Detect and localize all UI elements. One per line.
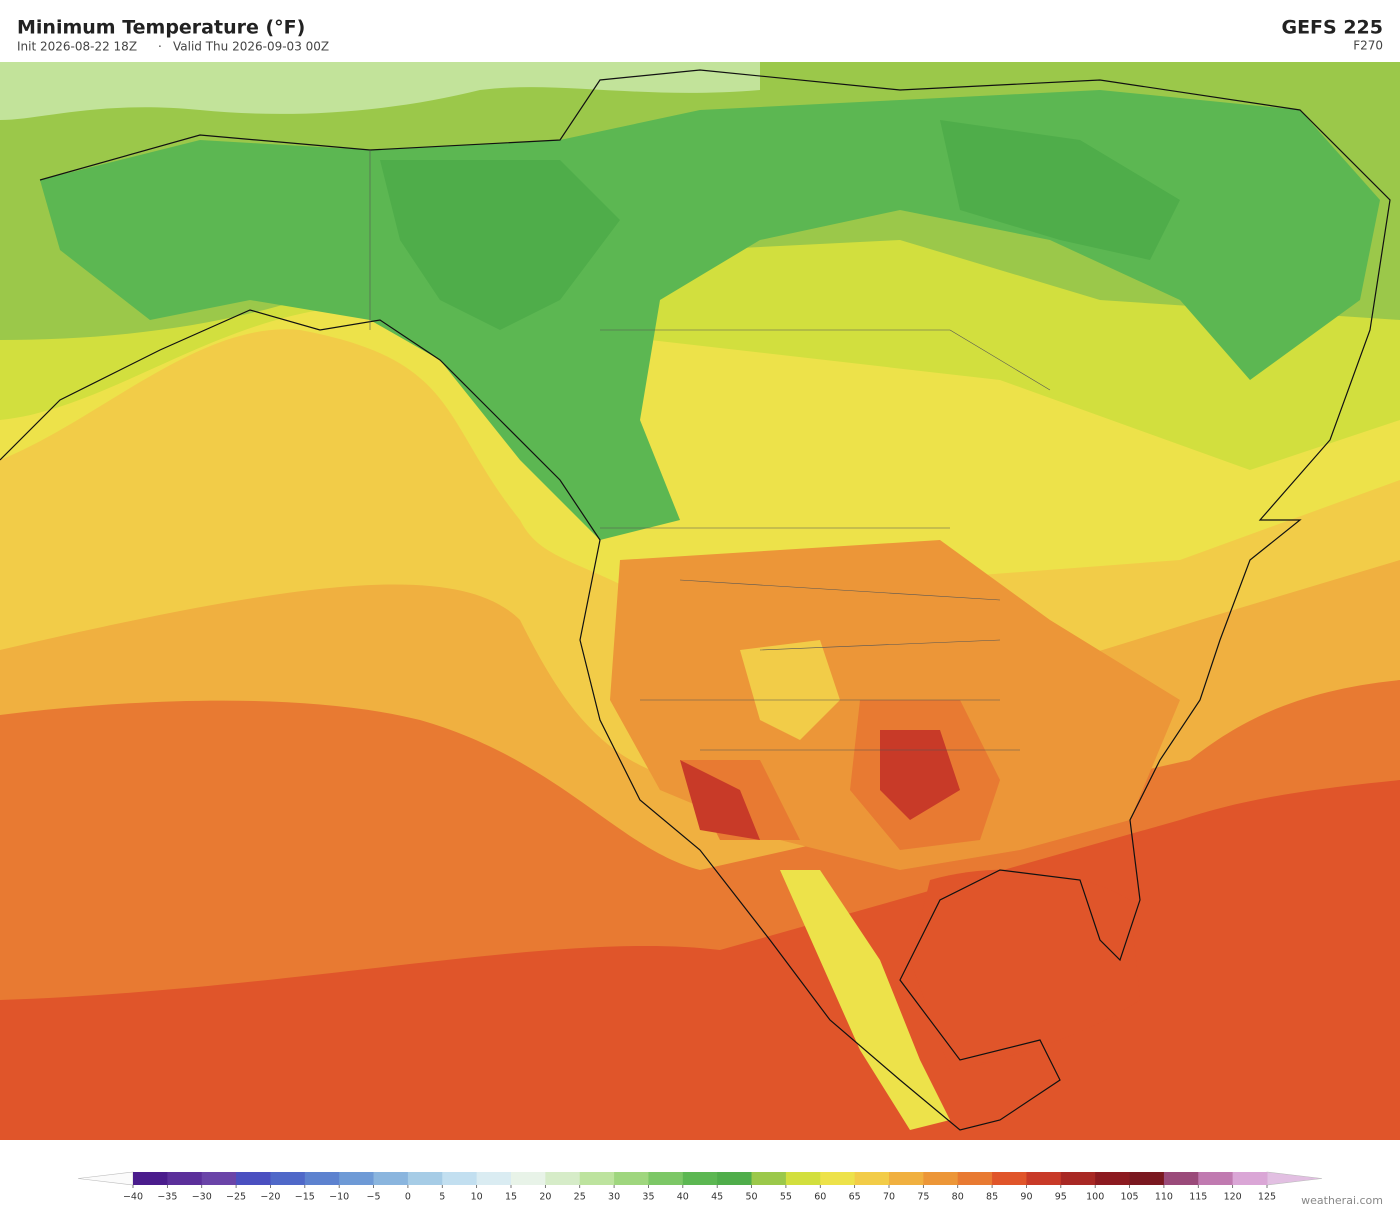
colorbar-tick-label: 5	[439, 1192, 445, 1203]
colorbar-tick-label: −10	[329, 1192, 349, 1203]
colorbar-segment	[1060, 1172, 1096, 1185]
valid-time: Valid Thu 2026-09-03 00Z	[173, 40, 329, 54]
colorbar-tick-label: 70	[883, 1192, 895, 1203]
colorbar-tick-label: 40	[677, 1192, 689, 1203]
colorbar-segment	[236, 1172, 271, 1185]
colorbar-segment	[820, 1172, 856, 1185]
colorbar-segment	[717, 1172, 752, 1185]
colorbar-segment	[476, 1172, 512, 1185]
colorbar-segment	[339, 1172, 374, 1185]
colorbar-tick-label: 0	[405, 1192, 411, 1203]
colorbar-segment	[785, 1172, 821, 1185]
colorbar-segment	[682, 1172, 718, 1185]
colorbar-tick-label: 60	[814, 1192, 826, 1203]
colorbar-tick-label: 90	[1020, 1192, 1032, 1203]
colorbar-segment	[751, 1172, 787, 1185]
colorbar-segment	[201, 1172, 237, 1185]
colorbar-segment	[1026, 1172, 1062, 1185]
colorbar-tick-label: 10	[471, 1192, 483, 1203]
colorbar-arrow-high	[1266, 1171, 1323, 1186]
colorbar-tick-label: 80	[952, 1192, 964, 1203]
colorbar-segment	[270, 1172, 306, 1185]
colorbar-tick-label: 105	[1120, 1192, 1138, 1203]
colorbar-tick-label: 55	[780, 1192, 792, 1203]
colorbar-segment	[1095, 1172, 1130, 1185]
colorbar-segment	[373, 1172, 409, 1185]
forecast-hour: F270	[1353, 39, 1383, 53]
colorbar-segment	[545, 1172, 581, 1185]
colorbar-segment	[304, 1172, 340, 1185]
colorbar-tick-label: 120	[1224, 1192, 1242, 1203]
colorbar-tick-label: −30	[192, 1192, 212, 1203]
colorbar-tick-label: 115	[1189, 1192, 1207, 1203]
colorbar-tick-label: −25	[226, 1192, 246, 1203]
colorbar-tick-label: −15	[295, 1192, 315, 1203]
colorbar-tick-label: −5	[367, 1192, 381, 1203]
colorbar-tick-label: 50	[745, 1192, 757, 1203]
colorbar-tick-label: 65	[849, 1192, 861, 1203]
credit: weatherai.com	[1301, 1194, 1383, 1207]
colorbar-arrow-low	[77, 1171, 134, 1186]
colorbar-tick-label: 15	[505, 1192, 517, 1203]
colorbar-segment	[1232, 1172, 1268, 1185]
colorbar-segment	[1163, 1172, 1199, 1185]
colorbar-segment	[854, 1172, 890, 1185]
colorbar-segment	[648, 1172, 684, 1185]
colorbar-segment	[167, 1172, 203, 1185]
colorbar-segment	[992, 1172, 1027, 1185]
colorbar-segment	[407, 1172, 443, 1185]
colorbar-tick-label: 95	[1055, 1192, 1067, 1203]
colorbar-segment	[133, 1172, 168, 1185]
colorbar-tick-label: 85	[986, 1192, 998, 1203]
colorbar: −40 −35 −30 −25 −20 −15 −10 −5 0 5 10 15 20 25 30 35 40 4…	[77, 1171, 1323, 1203]
colorbar-tick-label: 125	[1258, 1192, 1276, 1203]
colorbar-segment	[442, 1172, 478, 1185]
colorbar-segment	[889, 1172, 924, 1185]
colorbar-tick-label: 30	[608, 1192, 620, 1203]
colorbar-tick-label: 110	[1155, 1192, 1173, 1203]
colorbar-tick-label: 35	[642, 1192, 654, 1203]
colorbar-segment	[579, 1172, 615, 1185]
title: Minimum Temperature (°F)	[17, 17, 305, 39]
colorbar-segment	[1129, 1172, 1165, 1185]
colorbar-tick-label: −35	[157, 1192, 177, 1203]
init-time: Init 2026-08-22 18Z	[17, 40, 137, 54]
colorbar-tick-label: 100	[1086, 1192, 1104, 1203]
colorbar-tick-label: 25	[574, 1192, 586, 1203]
separator: ·	[158, 40, 162, 54]
colorbar-tick-label: 45	[711, 1192, 723, 1203]
colorbar-tick-label: 20	[539, 1192, 551, 1203]
colorbar-segment	[511, 1172, 546, 1185]
colorbar-tick-label: 75	[917, 1192, 929, 1203]
colorbar-segment	[614, 1172, 649, 1185]
colorbar-tick-label: −40	[123, 1192, 143, 1203]
map	[0, 62, 1400, 1140]
colorbar-segment	[957, 1172, 993, 1185]
colorbar-segment	[1198, 1172, 1234, 1185]
colorbar-segment	[923, 1172, 959, 1185]
model-name: GEFS 225	[1281, 17, 1383, 39]
colorbar-tick-label: −20	[260, 1192, 280, 1203]
